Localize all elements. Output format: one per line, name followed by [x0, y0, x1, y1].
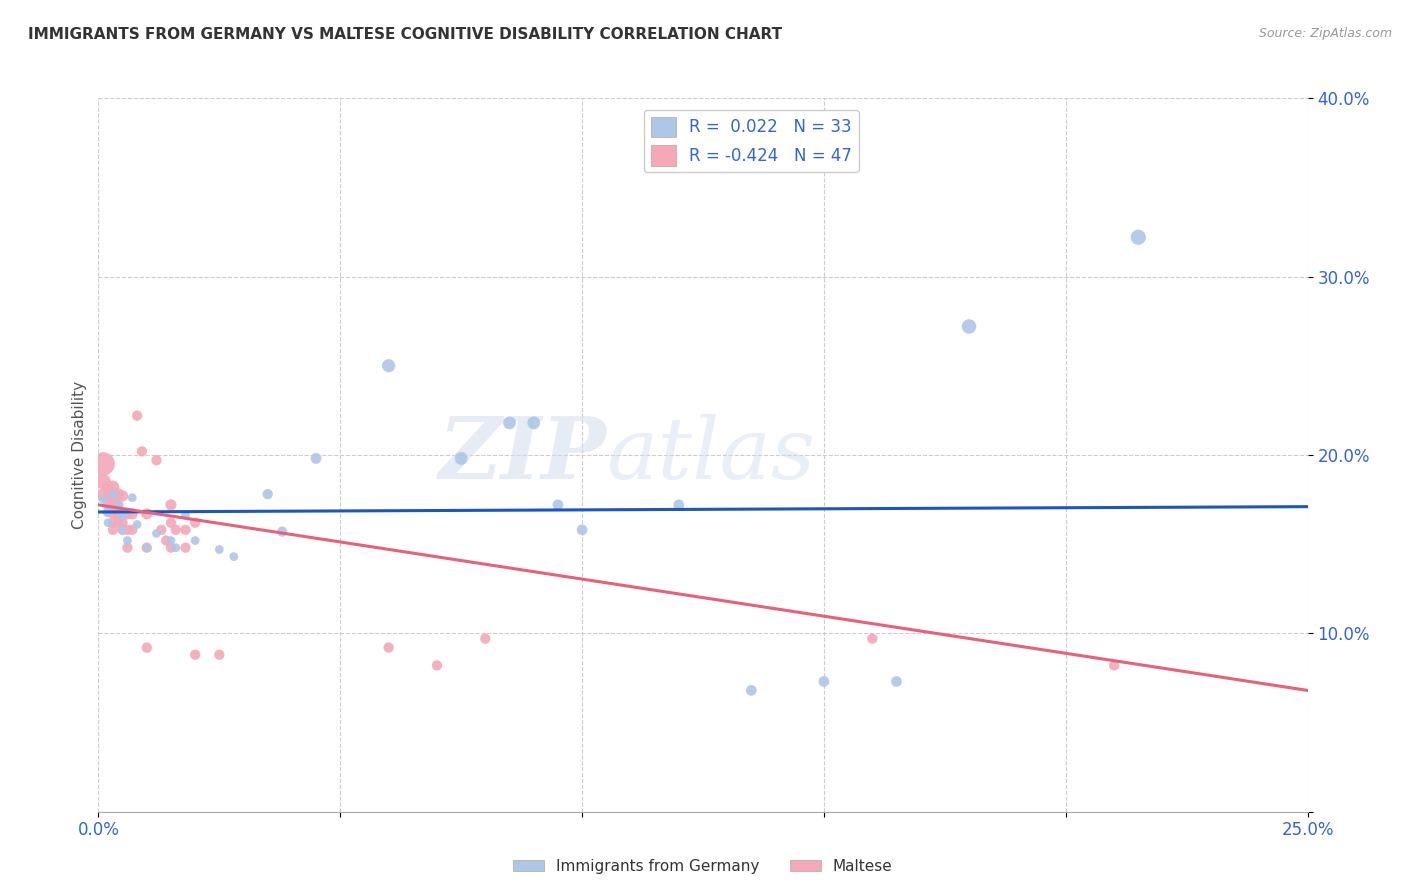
- Point: [377, 640, 399, 655]
- Point: [107, 498, 129, 512]
- Point: [97, 498, 120, 512]
- Point: [523, 416, 546, 430]
- Point: [256, 487, 278, 501]
- Point: [498, 416, 520, 430]
- Point: [160, 533, 183, 548]
- Point: [145, 526, 167, 541]
- Point: [174, 541, 197, 555]
- Point: [571, 523, 593, 537]
- Text: atlas: atlas: [606, 414, 815, 496]
- Point: [97, 480, 120, 494]
- Point: [222, 549, 245, 564]
- Point: [860, 632, 883, 646]
- Point: [101, 516, 124, 530]
- Point: [426, 658, 449, 673]
- Point: [107, 487, 129, 501]
- Point: [135, 640, 157, 655]
- Point: [160, 498, 183, 512]
- Point: [101, 489, 124, 503]
- Point: [160, 541, 183, 555]
- Point: [97, 516, 120, 530]
- Point: [135, 541, 157, 555]
- Point: [174, 523, 197, 537]
- Point: [131, 444, 153, 458]
- Point: [91, 457, 114, 471]
- Point: [97, 505, 120, 519]
- Point: [117, 533, 139, 548]
- Point: [127, 409, 149, 423]
- Point: [165, 523, 187, 537]
- Point: [184, 648, 207, 662]
- Point: [117, 507, 139, 521]
- Point: [184, 533, 207, 548]
- Text: IMMIGRANTS FROM GERMANY VS MALTESE COGNITIVE DISABILITY CORRELATION CHART: IMMIGRANTS FROM GERMANY VS MALTESE COGNI…: [28, 27, 782, 42]
- Point: [101, 480, 124, 494]
- Point: [208, 648, 231, 662]
- Point: [145, 453, 167, 467]
- Point: [305, 451, 328, 466]
- Point: [174, 508, 197, 523]
- Point: [271, 524, 294, 539]
- Point: [117, 523, 139, 537]
- Y-axis label: Cognitive Disability: Cognitive Disability: [72, 381, 87, 529]
- Point: [450, 451, 472, 466]
- Point: [97, 505, 120, 519]
- Point: [91, 487, 114, 501]
- Point: [101, 523, 124, 537]
- Point: [111, 523, 134, 537]
- Point: [111, 516, 134, 530]
- Point: [474, 632, 496, 646]
- Point: [135, 541, 157, 555]
- Point: [150, 523, 173, 537]
- Point: [886, 674, 908, 689]
- Point: [91, 492, 114, 507]
- Point: [101, 487, 124, 501]
- Point: [1102, 658, 1125, 673]
- Point: [91, 475, 114, 489]
- Point: [135, 507, 157, 521]
- Point: [155, 533, 177, 548]
- Point: [121, 523, 143, 537]
- Legend: R =  0.022   N = 33, R = -0.424   N = 47: R = 0.022 N = 33, R = -0.424 N = 47: [644, 110, 859, 172]
- Point: [101, 498, 124, 512]
- Point: [208, 542, 231, 557]
- Point: [121, 491, 143, 505]
- Point: [547, 498, 569, 512]
- Point: [101, 507, 124, 521]
- Point: [813, 674, 835, 689]
- Point: [97, 489, 120, 503]
- Point: [184, 516, 207, 530]
- Point: [127, 517, 149, 532]
- Point: [107, 507, 129, 521]
- Text: ZIP: ZIP: [439, 413, 606, 497]
- Point: [107, 516, 129, 530]
- Point: [111, 508, 134, 523]
- Point: [111, 523, 134, 537]
- Point: [107, 498, 129, 512]
- Point: [957, 319, 980, 334]
- Point: [668, 498, 690, 512]
- Point: [160, 516, 183, 530]
- Point: [740, 683, 762, 698]
- Text: Source: ZipAtlas.com: Source: ZipAtlas.com: [1258, 27, 1392, 40]
- Legend: Immigrants from Germany, Maltese: Immigrants from Germany, Maltese: [508, 853, 898, 880]
- Point: [1128, 230, 1150, 244]
- Point: [111, 489, 134, 503]
- Point: [121, 507, 143, 521]
- Point: [165, 541, 187, 555]
- Point: [117, 541, 139, 555]
- Point: [377, 359, 399, 373]
